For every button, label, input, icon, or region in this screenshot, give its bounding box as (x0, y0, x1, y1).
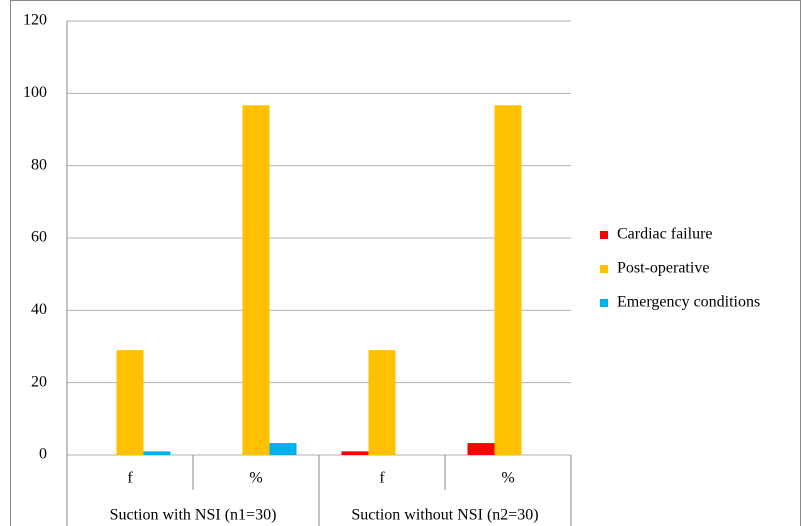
bar (368, 350, 396, 455)
chart-frame (10, 0, 801, 526)
legend-swatch (600, 299, 608, 307)
group-label: Suction with NSI (n1=30) (110, 507, 277, 524)
bar (143, 451, 171, 455)
bar (242, 105, 270, 455)
x-tick-label: f (379, 470, 385, 487)
y-tick-label: 40 (31, 301, 47, 318)
legend-label: Post-operative (617, 260, 709, 277)
bar (269, 443, 297, 455)
y-tick-label: 120 (23, 12, 47, 29)
y-tick-label: 100 (23, 84, 47, 101)
legend-label: Emergency conditions (617, 294, 760, 311)
y-tick-label: 20 (31, 373, 47, 390)
x-tick-label: % (501, 470, 514, 487)
bar (494, 105, 522, 455)
x-tick-label: % (249, 470, 262, 487)
legend-swatch (600, 231, 608, 239)
bar (467, 443, 495, 455)
y-tick-label: 80 (31, 156, 47, 173)
y-tick-label: 60 (31, 229, 47, 246)
group-label: Suction without NSI (n2=30) (351, 507, 538, 524)
legend-swatch (600, 265, 608, 273)
x-tick-label: f (127, 470, 133, 487)
bar (341, 451, 369, 455)
bar (116, 350, 144, 455)
y-tick-label: 0 (39, 446, 47, 463)
legend-label: Cardiac failure (617, 226, 713, 243)
